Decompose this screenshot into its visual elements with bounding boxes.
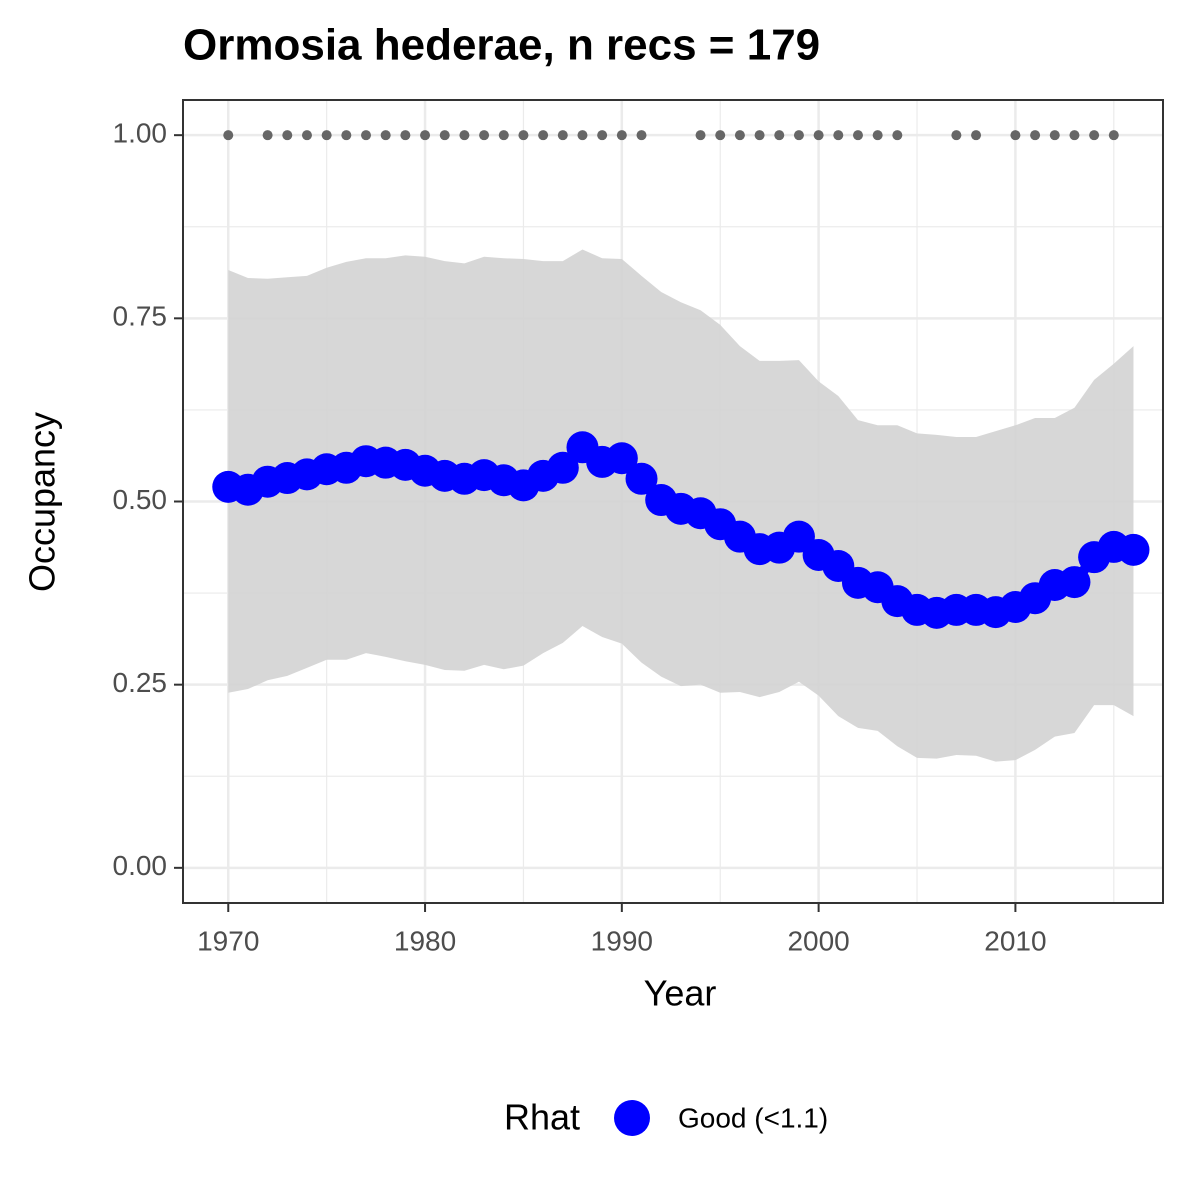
record-point [301,130,312,141]
y-tick-label: 1.00 [113,118,168,149]
record-point [833,130,844,141]
record-point [380,130,391,141]
y-tick-label: 0.25 [113,667,168,698]
chart-title: Ormosia hederae, n recs = 179 [183,21,820,70]
record-point [420,130,431,141]
record-point [577,130,588,141]
record-point [459,130,470,141]
legend-label: Good (<1.1) [678,1102,828,1133]
record-point [341,130,352,141]
record-point [223,130,234,141]
panel-border [182,99,1164,904]
record-point [695,130,706,141]
record-point [1089,130,1100,141]
x-axis-title: Year [644,973,717,1014]
record-point [282,130,293,141]
x-tick-label: 2000 [787,925,849,956]
record-point [971,130,982,141]
record-point [636,130,647,141]
x-tick-label: 1970 [197,925,259,956]
record-point [557,130,568,141]
record-point [597,130,608,141]
record-point [715,130,726,141]
y-axis-title: Occupancy [22,412,63,592]
record-point [1108,130,1119,141]
record-point [1069,130,1080,141]
record-point [754,130,765,141]
record-point [734,130,745,141]
record-point [262,130,273,141]
record-point [498,130,509,141]
record-point [538,130,549,141]
record-point [518,130,529,141]
record-point [361,130,372,141]
x-tick-label: 2010 [984,925,1046,956]
record-point [1010,130,1021,141]
legend-title: Rhat [504,1097,580,1138]
record-point [1030,130,1041,141]
legend-swatch [614,1100,650,1136]
x-tick-label: 1990 [591,925,653,956]
x-tick-label: 1980 [394,925,456,956]
record-point [793,130,804,141]
y-tick-label: 0.50 [113,484,168,515]
series-point [1117,533,1150,566]
series-point [625,462,658,495]
series-point [546,451,579,484]
record-point [813,130,824,141]
record-point [1049,130,1060,141]
record-point [892,130,903,141]
series-point [1058,566,1091,599]
record-point [321,130,332,141]
series-point [605,442,638,475]
record-point [479,130,490,141]
record-point [616,130,627,141]
record-point [400,130,411,141]
y-tick-label: 0.00 [113,850,168,881]
record-point [852,130,863,141]
record-point [951,130,962,141]
record-point [774,130,785,141]
record-point [872,130,883,141]
y-tick-label: 0.75 [113,301,168,332]
record-point [439,130,450,141]
